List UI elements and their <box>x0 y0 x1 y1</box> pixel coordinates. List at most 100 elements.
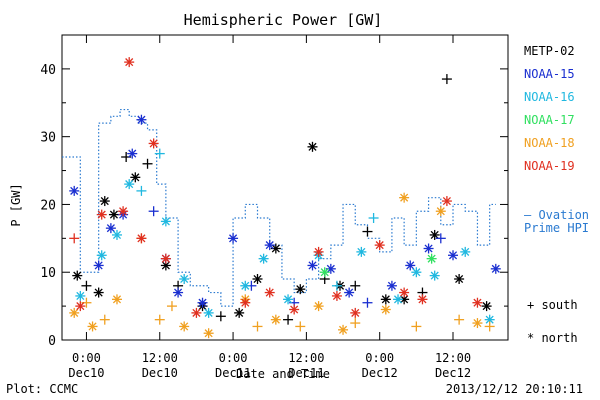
data-point <box>142 158 153 169</box>
marker-stroke <box>430 230 439 240</box>
marker-stroke <box>418 295 427 304</box>
marker-stroke <box>112 295 122 304</box>
marker-stroke <box>436 207 445 216</box>
data-point <box>289 304 300 315</box>
marker-stroke <box>290 305 299 314</box>
data-point <box>417 294 428 305</box>
x-tick-date: Dec12 <box>435 366 471 380</box>
data-point <box>441 74 452 85</box>
data-point <box>313 246 324 257</box>
data-point <box>252 321 263 332</box>
data-point <box>283 294 294 305</box>
marker-stroke <box>473 318 482 328</box>
marker-stroke <box>149 139 158 148</box>
data-point <box>313 301 324 312</box>
data-point <box>350 307 361 318</box>
data-point <box>307 141 318 152</box>
marker-stroke <box>73 271 82 280</box>
data-point <box>350 280 361 291</box>
y-tick-label: 30 <box>40 131 56 146</box>
marker-stroke <box>70 308 79 317</box>
data-point <box>160 253 171 264</box>
data-point <box>448 250 459 261</box>
data-point <box>240 280 251 291</box>
marker-stroke <box>482 302 491 311</box>
marker-stroke <box>351 308 360 317</box>
marker-stroke <box>131 173 140 182</box>
data-point <box>454 314 465 325</box>
marker-stroke <box>314 302 323 311</box>
marker-stroke <box>442 196 451 206</box>
legend-entry: NOAA-19 <box>524 159 575 173</box>
chart-title: Hemispheric Power [GW] <box>184 11 383 29</box>
marker-stroke <box>204 329 213 338</box>
data-point <box>118 206 129 217</box>
x-tick-time: 12:00 <box>288 351 324 365</box>
plot-frame <box>61 34 509 341</box>
marker-stroke <box>424 244 433 253</box>
plot-timestamp: 2013/12/12 20:10:11 <box>446 382 583 396</box>
data-point <box>362 226 373 237</box>
data-point <box>460 246 471 257</box>
marker-stroke <box>387 281 396 290</box>
data-point <box>215 311 226 322</box>
data-point <box>490 263 501 274</box>
marker-stroke <box>125 58 134 67</box>
data-point <box>228 233 239 244</box>
data-point <box>472 318 483 329</box>
marker-stroke <box>235 308 244 317</box>
data-point <box>234 307 245 318</box>
data-point <box>179 321 190 332</box>
x-tick-date: Dec11 <box>288 366 324 380</box>
data-point <box>399 192 410 203</box>
data-point <box>81 280 92 291</box>
marker-stroke <box>161 217 170 226</box>
data-point <box>380 294 391 305</box>
data-point <box>197 297 208 308</box>
data-point <box>173 287 184 298</box>
marker-stroke <box>308 261 317 270</box>
data-point <box>344 287 355 298</box>
data-point <box>270 314 281 325</box>
data-point <box>127 148 138 159</box>
marker-stroke <box>375 241 384 250</box>
data-point <box>108 209 119 220</box>
marker-stroke <box>76 291 85 301</box>
data-point <box>148 206 159 217</box>
marker-stroke <box>137 234 146 243</box>
data-point <box>93 287 104 298</box>
marker-stroke <box>338 325 348 334</box>
data-point <box>130 172 141 183</box>
data-point <box>96 250 107 261</box>
data-point <box>307 260 318 271</box>
marker-stroke <box>412 268 421 277</box>
marker-stroke <box>448 251 458 260</box>
data-point <box>136 185 147 196</box>
marker-stroke <box>76 302 85 311</box>
marker-stroke <box>161 254 170 263</box>
data-point <box>331 280 342 291</box>
data-point <box>441 196 452 207</box>
data-point <box>136 114 147 125</box>
data-point <box>69 307 80 318</box>
data-point <box>240 297 251 308</box>
data-point <box>426 253 437 264</box>
data-point <box>179 274 190 284</box>
data-point <box>399 287 410 298</box>
x-tick-date: Dec10 <box>68 366 104 380</box>
data-point <box>331 290 342 301</box>
marker-stroke <box>427 254 436 263</box>
data-point <box>356 246 367 257</box>
data-point <box>454 274 465 284</box>
marker-stroke <box>106 224 115 233</box>
marker-stroke <box>400 193 409 202</box>
legend-entry: NOAA-15 <box>524 67 575 81</box>
marker-stroke <box>393 295 403 304</box>
data-point <box>270 243 281 254</box>
data-point <box>380 304 391 315</box>
x-tick-time: 12:00 <box>435 351 471 365</box>
data-point <box>154 314 165 325</box>
marker-stroke <box>128 149 137 158</box>
legend-entry: NOAA-16 <box>524 90 575 104</box>
